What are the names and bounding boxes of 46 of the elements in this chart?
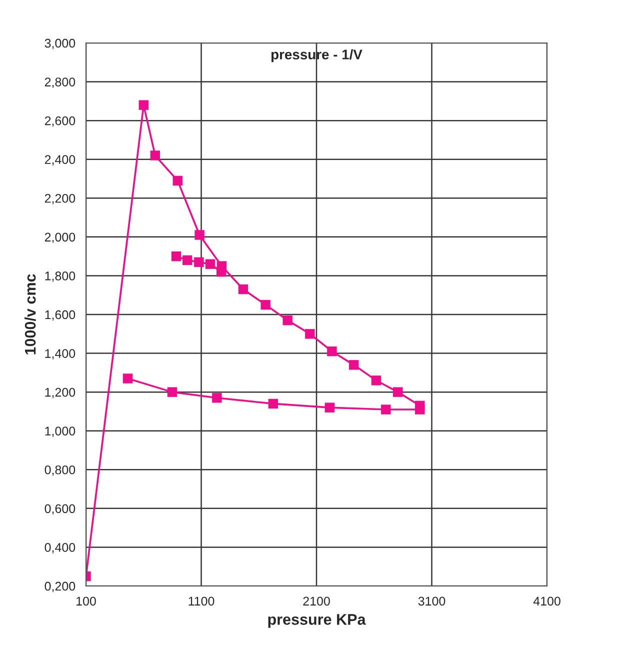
y-tick-label: 2,600	[44, 116, 76, 127]
point	[194, 230, 204, 240]
y-tick-label: 1,400	[45, 349, 76, 360]
point	[167, 387, 178, 397]
y-tick-label: 0,400	[44, 543, 76, 554]
x-tick-label: 3100	[418, 596, 446, 606]
y-tick-label: 1,000	[45, 426, 76, 437]
y-tick-label: 0,200	[44, 582, 76, 592]
point	[194, 257, 204, 267]
x-tick-label: 2100	[303, 596, 330, 606]
point	[172, 176, 182, 186]
point	[268, 398, 278, 409]
point	[138, 100, 148, 110]
point	[205, 259, 216, 269]
point	[381, 404, 391, 414]
point	[216, 266, 226, 277]
y-tick-label: 1,600	[45, 310, 76, 321]
point	[238, 284, 248, 294]
x-tick-label: 4100	[533, 596, 560, 606]
y-tick-label: 2,800	[44, 78, 76, 88]
point	[348, 360, 359, 370]
y-tick-label: 2,400	[44, 155, 76, 166]
y-tick-label: 1,800	[45, 272, 76, 282]
point	[393, 387, 403, 397]
x-tick-label: 1100	[188, 596, 214, 606]
point	[122, 374, 133, 384]
point	[371, 376, 382, 386]
point	[305, 329, 315, 339]
y-axis-title: 1000/v cmc	[24, 274, 36, 354]
y-tick-label: 0,800	[44, 465, 76, 476]
point	[212, 393, 222, 403]
point	[282, 315, 292, 326]
y-tick-label: 2,200	[44, 194, 76, 204]
point	[260, 300, 270, 310]
y-tick-label: 1,200	[45, 388, 76, 398]
x-axis-title: pressure KPa	[268, 614, 366, 628]
y-tick-label: 0,600	[44, 504, 76, 515]
point	[324, 402, 334, 412]
point	[327, 346, 337, 356]
point	[182, 255, 192, 266]
y-tick-label: 3,000	[44, 38, 76, 50]
point	[171, 251, 182, 262]
point	[150, 150, 160, 160]
x-tick-label: 100	[76, 596, 96, 606]
y-tick-label: 2,000	[44, 232, 76, 244]
point	[415, 404, 425, 414]
